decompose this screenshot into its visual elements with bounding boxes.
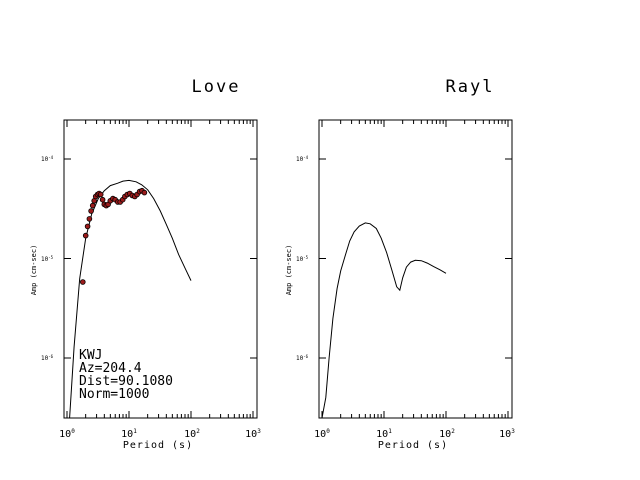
love-minor-ticks xyxy=(64,120,257,418)
rayl-title: Rayl xyxy=(446,77,495,97)
rayl-ytick-label-1e-6: 10-6 xyxy=(296,354,309,362)
love-y-tick-labels: 10-4 10-5 10-6 xyxy=(41,155,54,362)
rayl-y-tick-labels: 10-4 10-5 10-6 xyxy=(296,155,309,362)
love-ytick-label-1e-4: 10-4 xyxy=(41,155,54,163)
rayl-xtick-label-1: 100 xyxy=(314,428,330,440)
station-distance: Dist=90.1080 xyxy=(79,374,173,389)
rayl-y-axis-label: Amp (cm-sec) xyxy=(285,245,293,296)
love-data-point xyxy=(86,216,93,222)
love-data-point xyxy=(89,202,96,209)
rayl-xtick-label-100: 102 xyxy=(439,428,455,440)
love-x-tick-labels: 100 101 102 103 xyxy=(59,428,261,440)
station-info: KWJ Az=204.4 Dist=90.1080 Norm=1000 xyxy=(79,348,173,402)
love-xtick-label-1: 100 xyxy=(59,428,75,440)
love-data-point xyxy=(84,223,91,230)
love-data-point xyxy=(141,189,148,196)
love-ytick-label-1e-6: 10-6 xyxy=(41,354,54,362)
rayl-ytick-label-1e-5: 10-5 xyxy=(296,255,309,263)
love-observed-points xyxy=(80,187,148,285)
love-data-point xyxy=(82,232,89,239)
rayl-ytick-label-1e-4: 10-4 xyxy=(296,155,309,163)
rayl-xtick-label-10: 101 xyxy=(376,428,392,440)
love-xtick-label-10: 101 xyxy=(121,428,137,440)
love-xtick-label-100: 102 xyxy=(184,428,200,440)
love-title: Love xyxy=(192,77,241,97)
love-x-axis-label: Period (s) xyxy=(123,440,193,451)
love-y-axis-label: Amp (cm-sec) xyxy=(30,245,38,296)
love-xtick-label-1000: 103 xyxy=(245,428,261,440)
rayl-model-curve xyxy=(321,222,447,419)
rayl-minor-ticks xyxy=(319,120,512,418)
love-ytick-label-1e-5: 10-5 xyxy=(41,255,54,263)
rayl-x-tick-labels: 100 101 102 103 xyxy=(314,428,515,440)
love-data-point xyxy=(88,208,94,214)
rayl-x-axis-label: Period (s) xyxy=(378,440,448,451)
station-code: KWJ xyxy=(79,348,102,363)
love-data-point xyxy=(97,191,104,198)
station-norm: Norm=1000 xyxy=(79,387,149,402)
station-azimuth: Az=204.4 xyxy=(79,361,142,376)
love-data-point xyxy=(80,279,86,285)
rayl-xtick-label-1000: 103 xyxy=(499,428,515,440)
love-plot-frame xyxy=(63,119,258,419)
love-data-point xyxy=(99,196,106,203)
love-model-curve xyxy=(69,179,192,419)
rayl-plot-frame xyxy=(318,119,513,419)
love-panel: Love 100 101 102 103 10-4 10-5 10-6 Peri… xyxy=(30,77,261,451)
rayl-panel: Rayl 100 101 102 103 10-4 10-5 10-6 Peri… xyxy=(285,77,515,451)
